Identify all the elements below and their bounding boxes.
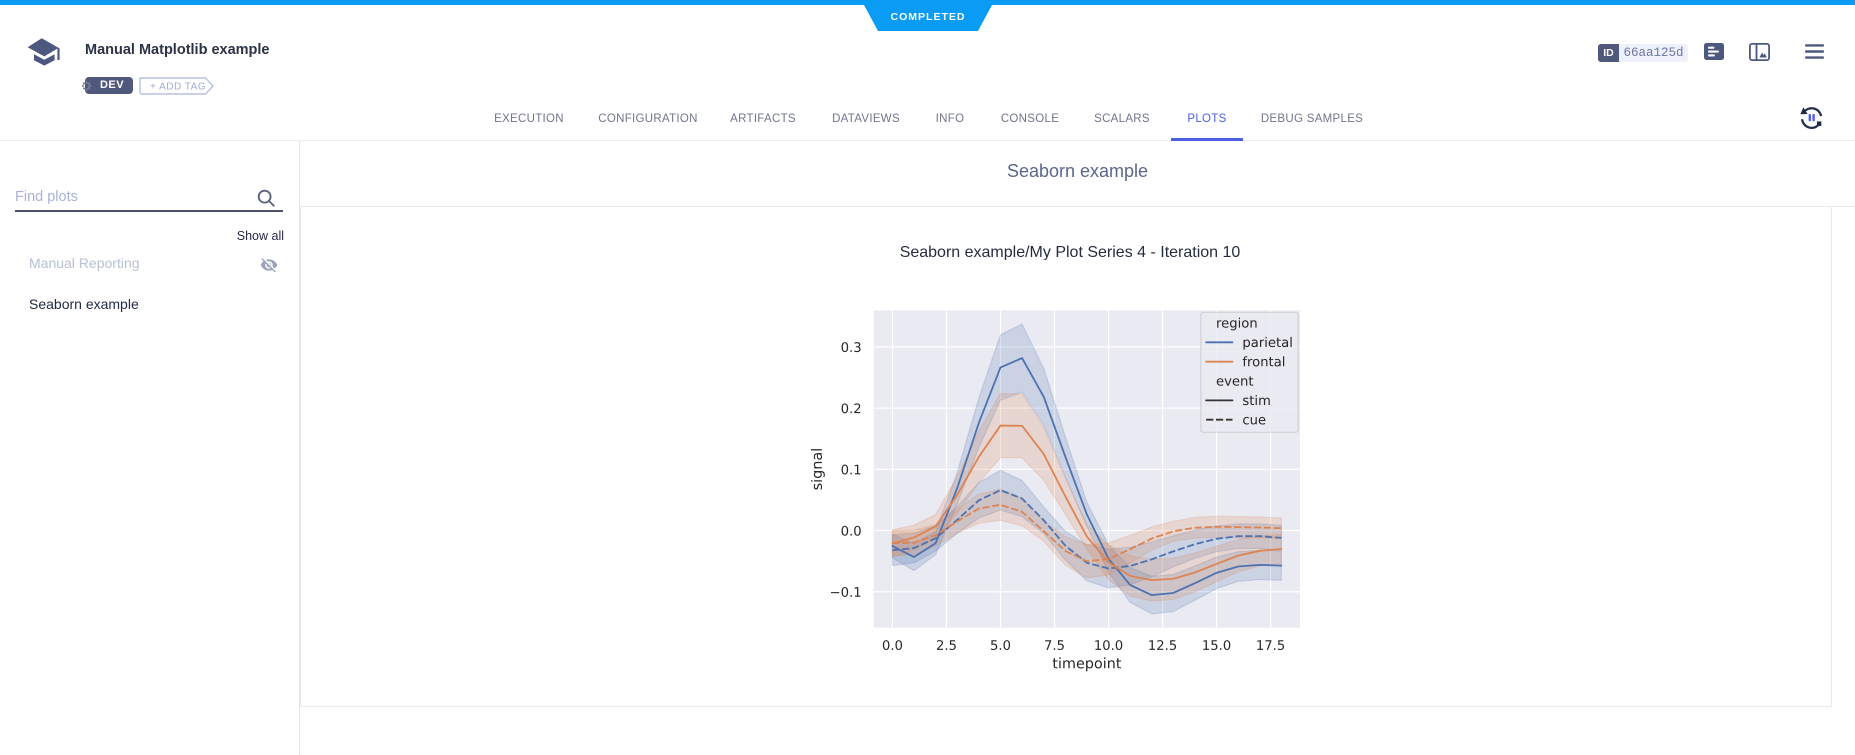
svg-text:+ ADD TAG: + ADD TAG: [150, 82, 206, 93]
